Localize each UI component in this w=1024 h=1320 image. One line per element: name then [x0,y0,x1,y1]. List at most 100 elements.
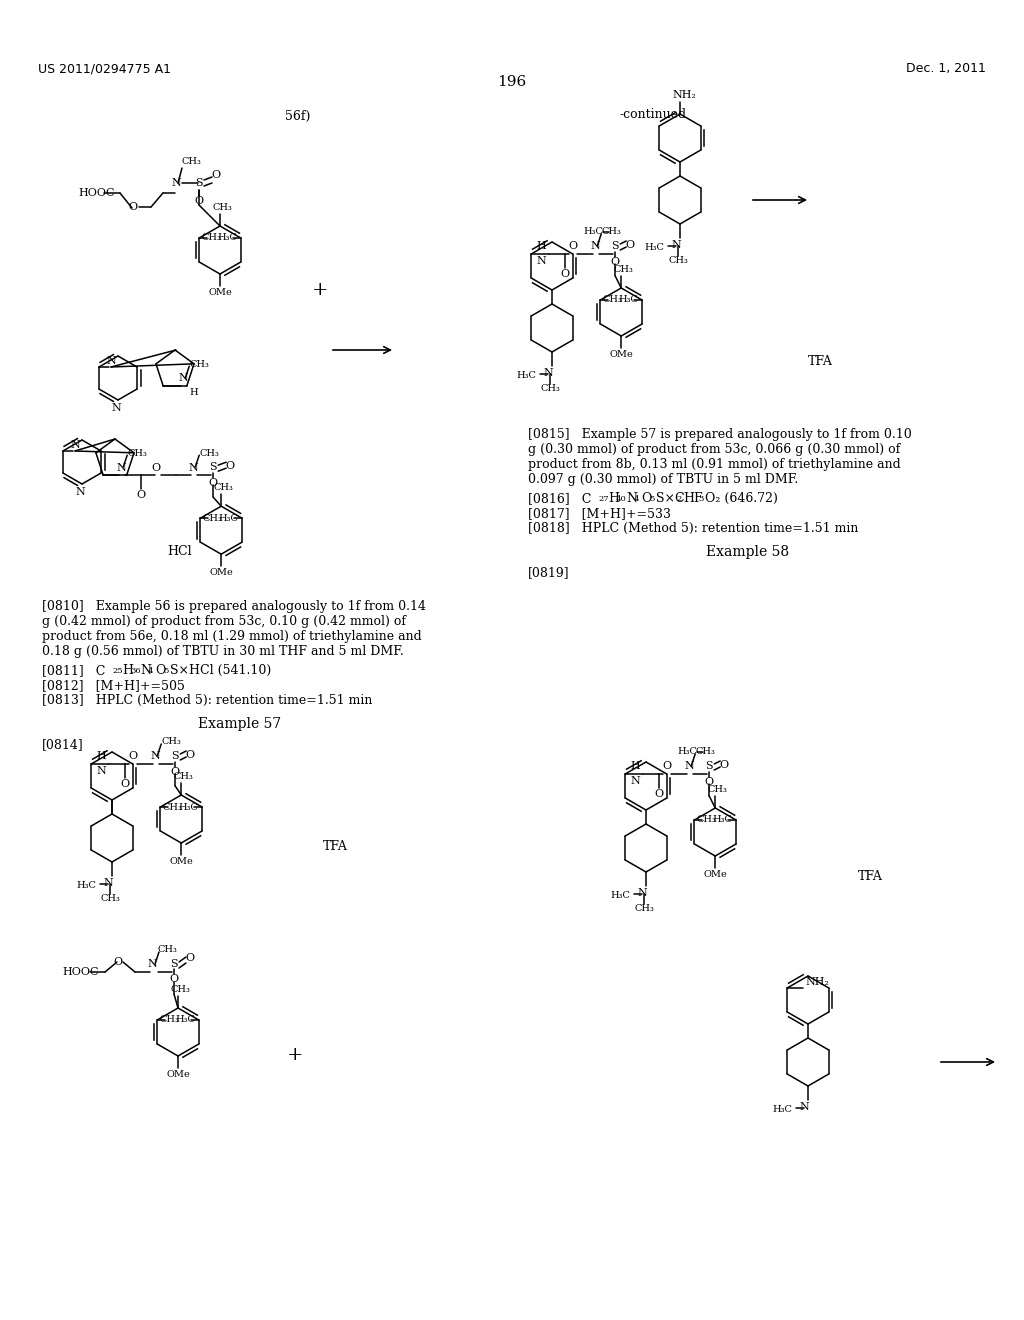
Text: N: N [140,664,151,677]
Text: OMe: OMe [609,350,633,359]
Text: O: O [209,478,218,488]
Text: N: N [147,960,157,969]
Text: -continued: -continued [620,108,687,121]
Text: 56f): 56f) [285,110,310,123]
Text: O: O [663,762,672,771]
Text: product from 56e, 0.18 ml (1.29 mmol) of triethylamine and: product from 56e, 0.18 ml (1.29 mmol) of… [42,630,422,643]
Text: N: N [630,776,640,785]
Text: O: O [185,750,195,760]
Text: CH₃: CH₃ [189,359,209,368]
Text: N: N [151,751,160,762]
Text: N: N [103,878,113,888]
Text: +: + [311,281,329,300]
Text: N: N [591,242,600,251]
Text: O₂ (646.72): O₂ (646.72) [705,492,778,506]
Text: O: O [171,767,180,777]
Text: N: N [626,492,637,506]
Text: O: O [211,170,220,180]
Text: US 2011/0294775 A1: US 2011/0294775 A1 [38,62,171,75]
Text: N: N [70,440,80,450]
Text: 40: 40 [616,495,627,503]
Text: TFA: TFA [857,870,883,883]
Text: 4: 4 [634,495,640,503]
Text: H₃C: H₃C [584,227,603,236]
Text: N: N [96,766,105,776]
Text: N: N [188,463,198,473]
Text: O: O [185,953,195,964]
Text: H₃C: H₃C [644,243,664,252]
Text: S: S [209,462,217,473]
Text: CH₃: CH₃ [158,945,178,954]
Text: g (0.30 mmol) of product from 53c, 0.066 g (0.30 mmol) of: g (0.30 mmol) of product from 53c, 0.066… [528,444,900,455]
Text: NH₂: NH₂ [672,90,696,100]
Text: CH₃: CH₃ [127,449,147,458]
Text: CH₃: CH₃ [161,738,181,747]
Text: TFA: TFA [323,840,347,853]
Text: O: O [129,751,138,762]
Text: S: S [611,242,620,251]
Text: H: H [96,751,105,762]
Text: N: N [637,888,647,898]
Text: S: S [171,751,179,762]
Text: CH₃: CH₃ [601,227,622,236]
Text: product from 8b, 0.13 ml (0.91 mmol) of triethylamine and: product from 8b, 0.13 ml (0.91 mmol) of … [528,458,901,471]
Text: O: O [128,202,137,213]
Text: NH₂: NH₂ [805,977,829,987]
Text: O: O [705,777,714,787]
Text: TFA: TFA [808,355,833,368]
Text: [0810]   Example 56 is prepared analogously to 1f from 0.14: [0810] Example 56 is prepared analogousl… [42,601,426,612]
Text: H: H [608,492,618,506]
Text: HCl: HCl [168,545,193,558]
Text: 5: 5 [163,667,168,675]
Text: H₃C: H₃C [772,1106,792,1114]
Text: [0815]   Example 57 is prepared analogously to 1f from 0.10: [0815] Example 57 is prepared analogousl… [528,428,911,441]
Text: CH₃: CH₃ [540,384,560,393]
Text: H₃C: H₃C [217,234,237,243]
Text: [0818]   HPLC (Method 5): retention time=1.51 min: [0818] HPLC (Method 5): retention time=1… [528,521,858,535]
Text: CH₃: CH₃ [100,894,120,903]
Text: HF: HF [683,492,702,506]
Text: H₃C: H₃C [178,803,198,812]
Text: OMe: OMe [209,568,233,577]
Text: N: N [537,256,546,267]
Text: CH₃: CH₃ [708,785,727,795]
Text: H₃C: H₃C [76,882,96,891]
Text: CH₃: CH₃ [212,203,232,213]
Text: S×HCl (541.10): S×HCl (541.10) [170,664,271,677]
Text: [0813]   HPLC (Method 5): retention time=1.51 min: [0813] HPLC (Method 5): retention time=1… [42,694,373,708]
Text: CH₃: CH₃ [170,985,189,994]
Text: 2: 2 [676,495,681,503]
Text: O: O [641,492,651,506]
Text: S×C: S×C [656,492,685,506]
Text: S: S [706,762,713,771]
Text: Example 58: Example 58 [707,545,790,558]
Text: [0817]   [M+H]+=533: [0817] [M+H]+=533 [528,507,671,520]
Text: [0811]   C: [0811] C [42,664,105,677]
Text: CH₃: CH₃ [602,296,623,305]
Text: CH₃: CH₃ [203,513,222,523]
Text: H₃C: H₃C [610,891,630,900]
Text: CH₃: CH₃ [201,234,221,243]
Text: 0.097 g (0.30 mmol) of TBTU in 5 ml DMF.: 0.097 g (0.30 mmol) of TBTU in 5 ml DMF. [528,473,799,486]
Text: N: N [117,463,126,473]
Text: OMe: OMe [166,1071,189,1078]
Text: CH₃: CH₃ [634,904,654,913]
Text: O: O [654,789,664,799]
Text: H: H [122,664,133,677]
Text: 196: 196 [498,75,526,88]
Text: CH₃: CH₃ [613,265,633,275]
Text: HOOC: HOOC [78,187,115,198]
Text: 36: 36 [130,667,140,675]
Text: O: O [155,664,165,677]
Text: S: S [196,178,203,187]
Text: O: O [719,760,728,770]
Text: 4: 4 [148,667,154,675]
Text: O: O [561,269,569,279]
Text: H₃C: H₃C [218,513,238,523]
Text: N: N [112,403,121,413]
Text: O: O [626,240,634,249]
Text: O: O [152,463,161,473]
Text: CH₃: CH₃ [213,483,233,492]
Text: N: N [684,762,694,771]
Text: O: O [568,242,578,251]
